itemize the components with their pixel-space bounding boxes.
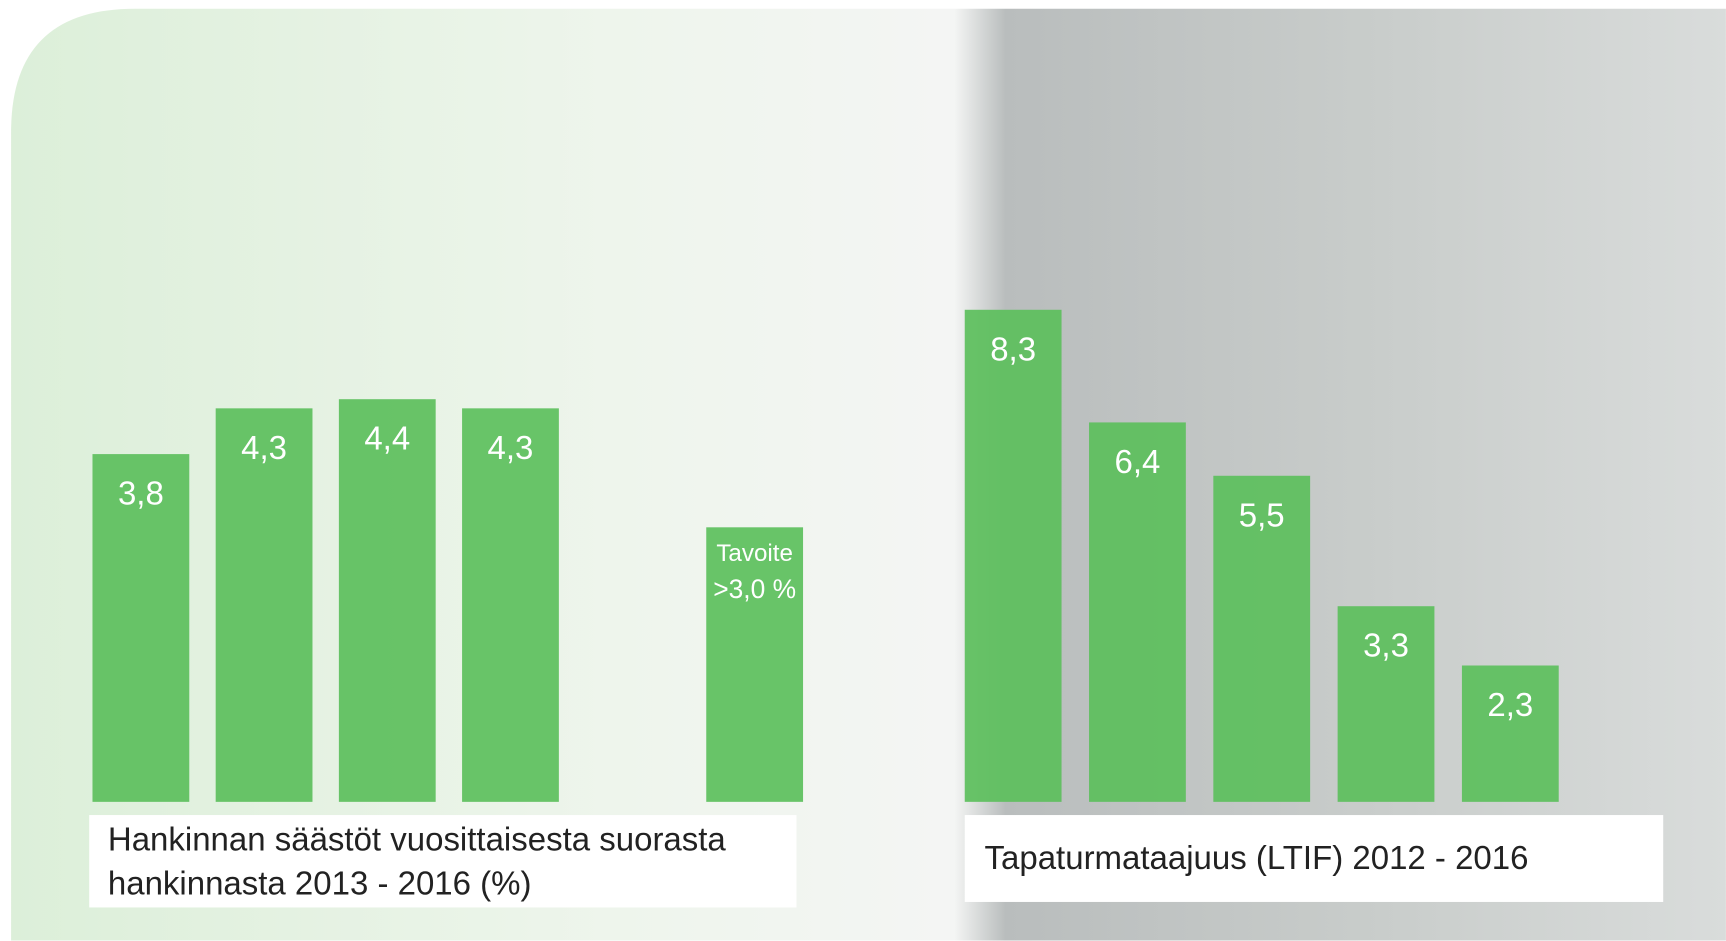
target-value-label: >3,0 % — [713, 574, 796, 604]
bar — [965, 310, 1062, 802]
value-label: 5,5 — [1239, 496, 1285, 533]
value-label: 6,4 — [1115, 443, 1161, 480]
bar — [462, 408, 559, 802]
bar — [339, 399, 436, 802]
chart-title: Tapaturmataajuus (LTIF) 2012 - 2016 — [985, 839, 1529, 876]
target-bar — [706, 527, 803, 802]
value-label: 4,3 — [488, 429, 534, 466]
infographic: 3,84,34,44,3Tavoite>3,0 %Hankinnan sääst… — [0, 0, 1726, 941]
value-label: 4,3 — [241, 429, 287, 466]
value-label: 3,3 — [1363, 627, 1409, 664]
value-label: 4,4 — [364, 420, 410, 457]
value-label: 2,3 — [1487, 686, 1533, 723]
value-label: 8,3 — [990, 330, 1036, 367]
bar — [216, 408, 313, 802]
target-label: Tavoite — [716, 540, 793, 567]
value-label: 3,8 — [118, 475, 164, 512]
